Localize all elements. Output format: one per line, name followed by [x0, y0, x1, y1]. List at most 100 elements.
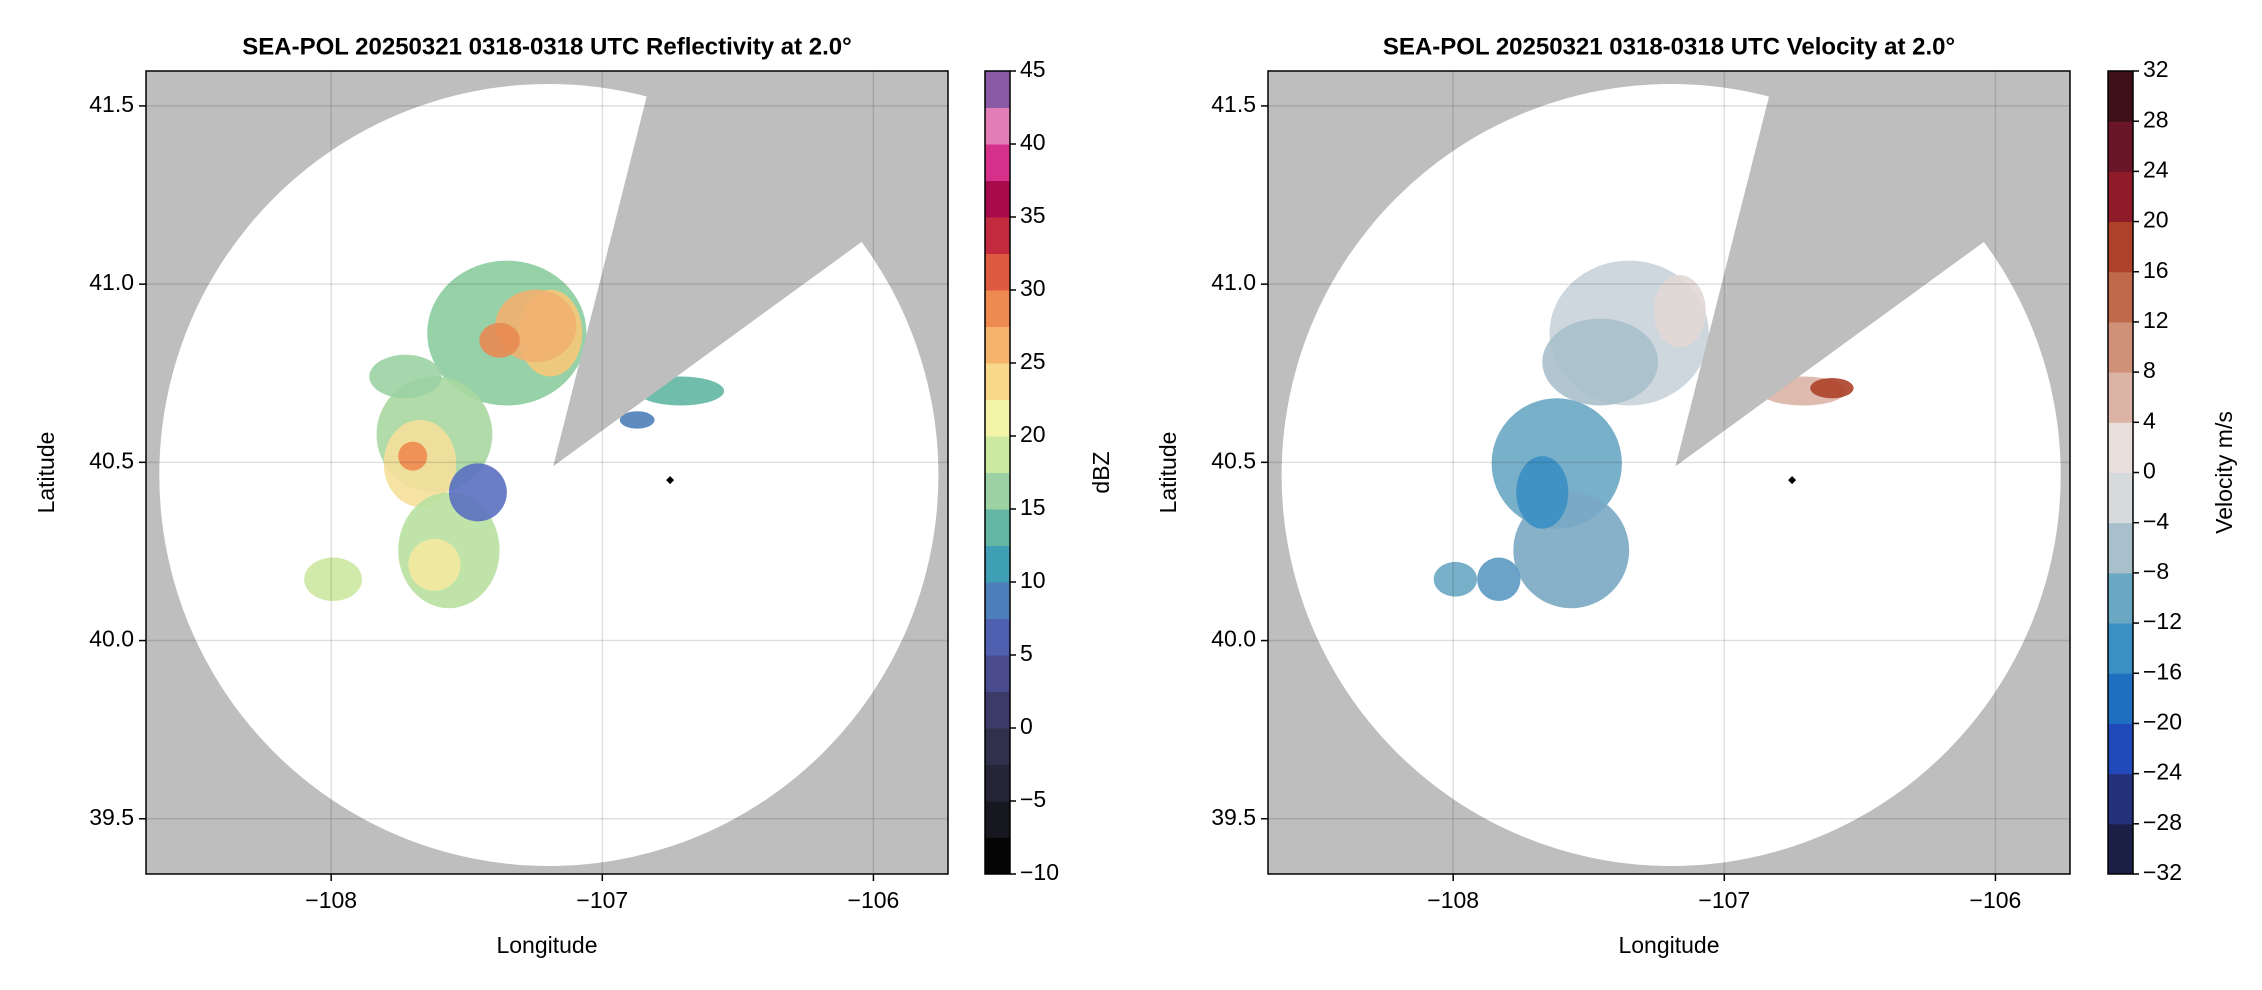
y-tick-label: 40.5 — [1211, 447, 1256, 473]
colorbar-tick-label: −10 — [1020, 859, 1059, 885]
colorbar-band — [985, 691, 1010, 729]
colorbar-band — [2108, 271, 2133, 323]
colorbar-band — [985, 509, 1010, 546]
colorbar-tick-label: −16 — [2143, 658, 2182, 684]
y-axis-label: Latitude — [1155, 432, 1181, 514]
x-tick-label: −107 — [1698, 887, 1750, 913]
blocked-sector — [553, 71, 948, 467]
colorbar-band — [985, 764, 1010, 802]
y-tick-label: 41.0 — [1211, 269, 1256, 295]
colorbar-band — [985, 363, 1010, 400]
colorbar-tick-label: −4 — [2143, 508, 2169, 534]
colorbar-tick-label: 0 — [2143, 458, 2156, 484]
colorbar-tick-label: 20 — [2143, 207, 2169, 233]
plot-area — [146, 71, 948, 874]
colorbar-band — [2108, 823, 2133, 875]
colorbar-tick-label: −28 — [2143, 809, 2182, 835]
x-tick-label: −106 — [848, 887, 900, 913]
colorbar-tick-label: −24 — [2143, 759, 2182, 785]
colorbar-tick-label: 5 — [1020, 640, 1033, 666]
echo — [1477, 557, 1521, 601]
colorbar-band — [2108, 221, 2133, 273]
colorbar-band — [985, 253, 1010, 291]
colorbar-band — [2108, 321, 2133, 373]
y-tick-label: 39.5 — [89, 804, 134, 830]
colorbar-band — [2108, 623, 2133, 674]
colorbar-band — [985, 801, 1010, 838]
echo — [1433, 561, 1478, 597]
echo — [448, 463, 507, 522]
colorbar-band — [985, 728, 1010, 765]
colorbar-band — [985, 545, 1010, 583]
colorbar-band — [985, 618, 1010, 656]
colorbar-band — [2108, 673, 2133, 724]
colorbar-tick-label: −20 — [2143, 709, 2182, 735]
colorbar-band — [985, 655, 1010, 692]
echo — [398, 441, 428, 471]
colorbar-band — [2108, 522, 2133, 574]
colorbar-band — [985, 290, 1010, 327]
colorbar-band — [2108, 572, 2133, 624]
x-axis-label: Longitude — [1618, 932, 1719, 958]
colorbar-band — [2108, 71, 2133, 122]
echo — [1810, 377, 1854, 399]
y-tick-label: 41.5 — [1211, 91, 1256, 117]
plot-area — [1268, 71, 2070, 874]
colorbar-band — [985, 326, 1010, 364]
x-tick-label: −108 — [1427, 887, 1479, 913]
echo — [479, 322, 520, 358]
colorbar-band — [985, 472, 1010, 510]
radar-marker — [666, 476, 675, 485]
y-tick-label: 41.0 — [89, 269, 134, 295]
echo — [1653, 275, 1706, 348]
colorbar-tick-label: −5 — [1020, 786, 1046, 812]
colorbar-band — [2108, 121, 2133, 172]
colorbar-tick-label: 40 — [1020, 129, 1046, 155]
echo — [408, 538, 461, 591]
colorbar-label: Velocity m/s — [2211, 411, 2237, 534]
colorbar-band — [985, 180, 1010, 218]
colorbar-label: dBZ — [1088, 451, 1114, 493]
colorbar-tick-label: 28 — [2143, 106, 2169, 132]
colorbar-band — [985, 217, 1010, 254]
axes-frame — [145, 70, 949, 875]
colorbar-tick-label: 45 — [1020, 56, 1046, 82]
chart-title: SEA-POL 20250321 0318-0318 UTC Reflectiv… — [242, 33, 851, 60]
radar-marker — [1788, 476, 1797, 485]
colorbar-frame — [984, 70, 1011, 875]
colorbar-band — [2108, 171, 2133, 223]
colorbar-band — [985, 107, 1010, 145]
y-tick-label: 40.0 — [1211, 626, 1256, 652]
colorbar-tick-label: −12 — [2143, 608, 2182, 634]
y-axis-label: Latitude — [33, 432, 59, 514]
colorbar-band — [2108, 422, 2133, 473]
colorbar-tick-label: 12 — [2143, 307, 2169, 333]
echo — [1542, 318, 1659, 406]
colorbar-tick-label: 24 — [2143, 156, 2169, 182]
colorbar-tick-label: 25 — [1020, 348, 1046, 374]
y-tick-label: 41.5 — [89, 91, 134, 117]
colorbar-tick-label: 15 — [1020, 494, 1046, 520]
echo — [369, 354, 442, 399]
colorbar-tick-label: 20 — [1020, 421, 1046, 447]
x-tick-label: −108 — [305, 887, 357, 913]
colorbar-band — [985, 399, 1010, 437]
colorbar-tick-label: 8 — [2143, 357, 2156, 383]
colorbar-tick-label: 32 — [2143, 56, 2169, 82]
colorbar-tick-label: −8 — [2143, 558, 2169, 584]
colorbar-tick-label: 10 — [1020, 567, 1046, 593]
colorbar-band — [985, 837, 1010, 875]
colorbar-tick-label: 30 — [1020, 275, 1046, 301]
x-tick-label: −107 — [576, 887, 628, 913]
colorbar-tick-label: −32 — [2143, 859, 2182, 885]
colorbar-tick-label: 35 — [1020, 202, 1046, 228]
echo — [619, 411, 655, 429]
colorbar-tick-label: 16 — [2143, 257, 2169, 283]
echo — [1516, 456, 1569, 529]
chart-title: SEA-POL 20250321 0318-0318 UTC Velocity … — [1383, 33, 1955, 60]
colorbar-band — [985, 582, 1010, 619]
y-tick-label: 40.0 — [89, 626, 134, 652]
colorbar-band — [2108, 472, 2133, 524]
x-tick-label: −106 — [1970, 887, 2022, 913]
